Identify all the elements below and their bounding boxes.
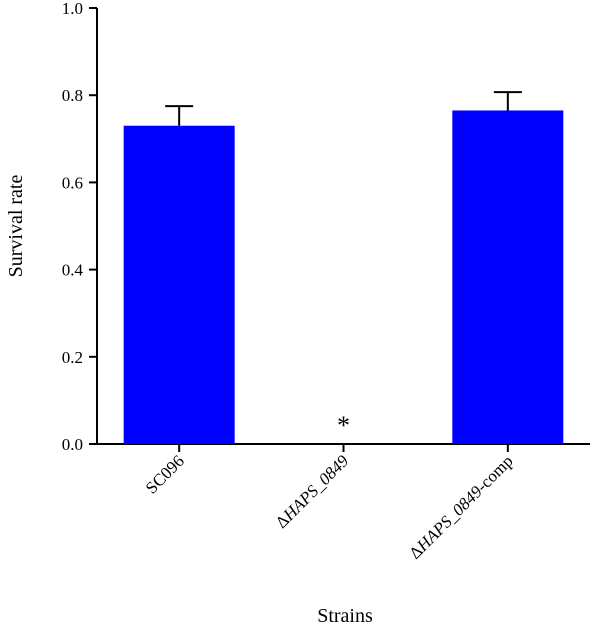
y-axis-title: Survival rate: [5, 175, 27, 278]
bar: [123, 125, 235, 444]
y-tick-label: 0.0: [62, 435, 83, 454]
x-tick-label: ΔHAPS_0849: [272, 451, 353, 532]
x-axis: [96, 443, 590, 452]
significance-marker: *: [337, 411, 350, 440]
y-axis: 0.0 0.2 0.4 0.6 0.8 1.0: [62, 0, 98, 454]
bar: [452, 110, 564, 445]
y-tick-label: 0.4: [62, 261, 84, 280]
bars: *: [123, 110, 564, 445]
y-tick-label: 0.2: [62, 348, 83, 367]
x-tick-label: SC096: [142, 451, 188, 497]
error-bars: [165, 91, 522, 126]
error-bar: [493, 91, 522, 111]
error-bar: [165, 105, 194, 126]
x-axis-title: Strains: [317, 605, 373, 627]
category-labels: SC096 ΔHAPS_0849 ΔHAPS_0849-comp: [142, 451, 517, 563]
y-tick-label: 0.6: [62, 173, 83, 192]
y-tick-label: 0.8: [62, 86, 83, 105]
y-tick-label: 1.0: [62, 0, 83, 18]
x-tick-label: ΔHAPS_0849-comp: [405, 451, 516, 562]
